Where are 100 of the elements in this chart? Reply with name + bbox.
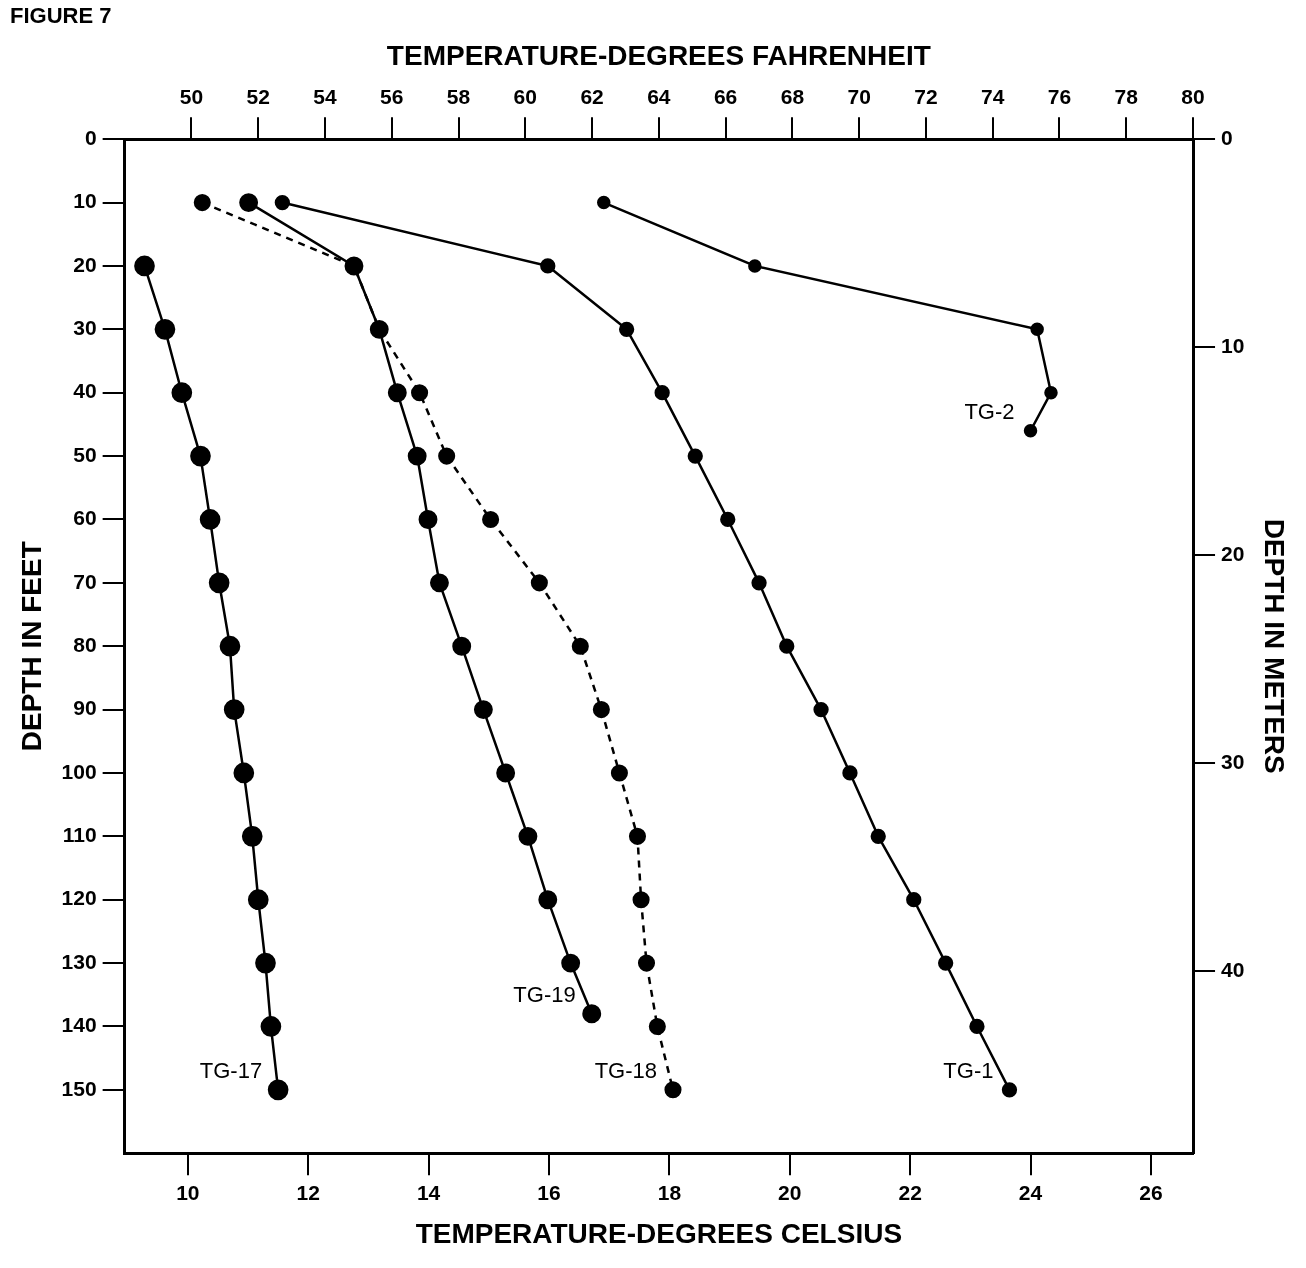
x-tick-label: 16: [537, 1180, 561, 1204]
y-tick-label: 60: [73, 506, 97, 530]
y-tick-label: 70: [73, 569, 97, 593]
x2-tick-label: 70: [847, 85, 871, 109]
point: [582, 1004, 602, 1024]
series-label: TG-19: [513, 981, 576, 1007]
series-label: TG-18: [594, 1057, 657, 1083]
y-tick-label: 30: [73, 316, 97, 340]
x2-axis-title: TEMPERATURE-DEGREES FAHRENHEIT: [386, 39, 931, 71]
point: [407, 446, 427, 466]
point: [540, 258, 556, 274]
point: [473, 700, 493, 720]
point: [241, 825, 263, 847]
point: [748, 259, 762, 273]
series-label: TG-1: [943, 1057, 994, 1083]
point: [496, 763, 516, 783]
x2-tick-label: 68: [780, 85, 805, 109]
y-tick-label: 20: [73, 252, 97, 276]
point: [438, 447, 456, 465]
x2-tick-label: 72: [914, 85, 938, 109]
point: [274, 194, 290, 211]
x2-tick-label: 64: [647, 85, 671, 109]
point: [411, 384, 429, 402]
y-tick-label: 10: [73, 189, 97, 213]
x2-tick-label: 80: [1181, 85, 1205, 109]
point: [387, 383, 407, 403]
point: [628, 827, 647, 845]
point: [199, 509, 221, 530]
y2-tick-label: 30: [1221, 749, 1245, 773]
point: [239, 193, 259, 213]
point: [255, 952, 276, 974]
x2-tick-label: 66: [713, 85, 738, 109]
point: [223, 699, 245, 720]
y-tick-label: 40: [73, 379, 97, 403]
x2-tick-label: 76: [1047, 85, 1072, 109]
x-tick-label: 18: [657, 1180, 682, 1204]
point: [938, 955, 954, 971]
y-tick-label: 50: [73, 442, 97, 466]
y2-tick-label: 40: [1221, 957, 1245, 981]
point: [813, 701, 829, 718]
x2-tick-label: 74: [981, 85, 1005, 109]
x-tick-label: 12: [296, 1180, 320, 1204]
point: [1030, 322, 1044, 337]
point: [664, 1081, 682, 1099]
y-tick-label: 140: [61, 1013, 97, 1037]
point: [779, 638, 795, 654]
point: [171, 382, 193, 404]
point: [720, 511, 736, 528]
point: [134, 255, 155, 277]
point: [538, 890, 558, 910]
x2-tick-label: 52: [246, 85, 270, 109]
point: [530, 574, 548, 592]
point: [193, 194, 211, 212]
point: [632, 891, 650, 909]
y2-tick-label: 0: [1221, 126, 1233, 149]
point: [1044, 385, 1058, 400]
x-tick-label: 10: [176, 1180, 200, 1204]
point: [906, 892, 922, 908]
point: [687, 448, 703, 464]
point: [561, 953, 581, 973]
y-tick-label: 130: [61, 949, 97, 973]
point: [610, 764, 628, 782]
x-axis-title: TEMPERATURE-DEGREES CELSIUS: [415, 1217, 903, 1249]
point: [154, 318, 176, 340]
point: [219, 635, 241, 657]
point: [571, 637, 589, 655]
x-tick-label: 20: [778, 1180, 802, 1204]
point: [870, 828, 886, 844]
point: [452, 636, 472, 656]
x2-tick-label: 58: [446, 85, 471, 109]
point: [429, 573, 449, 593]
chart-title: FIGURE 7: [10, 3, 112, 29]
point: [1001, 1082, 1018, 1098]
point: [597, 195, 611, 210]
y-axis-title: DEPTH IN FEET: [15, 541, 47, 752]
y-tick-label: 110: [62, 823, 97, 847]
x2-tick-label: 54: [313, 85, 337, 109]
point: [618, 321, 635, 337]
point: [1023, 423, 1038, 438]
point: [418, 510, 438, 529]
y2-tick-label: 20: [1221, 541, 1245, 565]
y-tick-label: 150: [61, 1076, 97, 1100]
y-tick-label: 100: [61, 759, 97, 783]
point: [267, 1079, 289, 1101]
y-tick-label: 120: [61, 886, 97, 910]
point: [969, 1018, 985, 1035]
point: [208, 572, 230, 594]
point: [482, 510, 500, 528]
y-tick-label: 0: [84, 126, 97, 149]
point: [518, 826, 538, 846]
point: [648, 1017, 666, 1035]
series-label: TG-2: [964, 398, 1015, 424]
point: [260, 1016, 282, 1037]
point: [637, 954, 656, 972]
x-tick-label: 26: [1139, 1180, 1163, 1204]
x-tick-label: 14: [416, 1180, 441, 1204]
point: [842, 765, 858, 781]
y2-axis-title: DEPTH IN METERS: [1259, 518, 1291, 774]
y-tick-label: 80: [73, 633, 97, 656]
x-tick-label: 22: [898, 1180, 922, 1204]
